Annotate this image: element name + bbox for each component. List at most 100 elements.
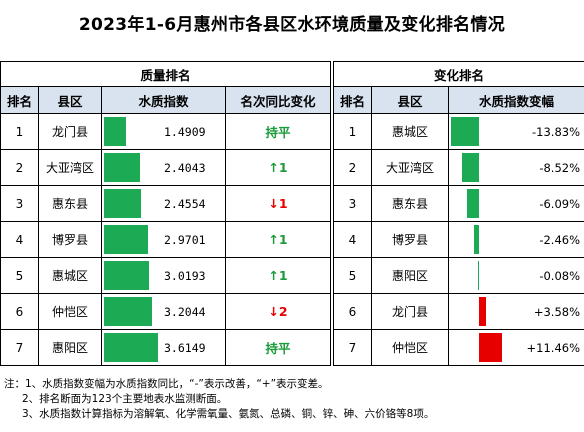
rank-cell: 1 bbox=[0, 113, 39, 150]
index-change-cell: -6.09% bbox=[447, 185, 584, 222]
county-cell: 大亚湾区 bbox=[371, 149, 449, 186]
index-change-cell: -2.46% bbox=[447, 221, 584, 258]
variation-row: 2 大亚湾区 -8.52% bbox=[333, 149, 584, 186]
water-index-bar bbox=[104, 189, 141, 218]
variation-row: 5 惠阳区 -0.08% bbox=[333, 257, 584, 294]
rank-cell: 5 bbox=[333, 257, 372, 294]
quality-row: 5 惠城区 3.0193 ↑1 bbox=[0, 257, 332, 294]
water-index-cell: 2.4043 bbox=[101, 149, 226, 186]
header-rank: 排名 bbox=[333, 86, 372, 114]
county-cell: 博罗县 bbox=[38, 221, 102, 258]
quality-section-title: 质量排名 bbox=[0, 61, 332, 87]
water-index-cell: 3.2044 bbox=[101, 293, 226, 330]
index-change-cell: +3.58% bbox=[447, 293, 584, 330]
header-county: 县区 bbox=[38, 86, 102, 114]
index-change-bar bbox=[461, 153, 479, 182]
water-index-value: 3.2044 bbox=[164, 304, 206, 319]
county-cell: 惠城区 bbox=[38, 257, 102, 294]
water-index-bar bbox=[104, 117, 127, 146]
water-index-cell: 3.6149 bbox=[101, 329, 226, 366]
down-arrow-icon: ↓ bbox=[268, 196, 279, 211]
rank-change-cell: ↓1 bbox=[224, 185, 332, 222]
rank-change-cell: ↑1 bbox=[224, 257, 332, 294]
water-index-bar bbox=[104, 225, 149, 254]
water-index-value: 1.4909 bbox=[164, 124, 206, 139]
rank-change-cell: ↑1 bbox=[224, 221, 332, 258]
index-change-value: -8.52% bbox=[539, 160, 581, 175]
footnote-2: 2、排名断面为123个主要地表水监测断面。 bbox=[22, 393, 228, 405]
index-change-cell: +11.46% bbox=[447, 329, 584, 366]
rank-cell: 5 bbox=[0, 257, 39, 294]
page-title: 2023年1-6月惠州市各县区水环境质量及变化排名情况 bbox=[78, 15, 506, 35]
down-arrow-icon: ↓ bbox=[268, 304, 279, 319]
rank-change-value: 1 bbox=[278, 268, 288, 283]
county-cell: 博罗县 bbox=[371, 221, 449, 258]
water-index-value: 2.4554 bbox=[164, 196, 206, 211]
index-change-bar bbox=[479, 297, 487, 326]
footnote-1: 注：1、水质指数变幅为水质指数同比，“-”表示改善，“+”表示变差。 bbox=[4, 378, 329, 390]
quality-row: 1 龙门县 1.4909 持平 bbox=[0, 113, 332, 150]
header-county: 县区 bbox=[371, 86, 449, 114]
rank-cell: 4 bbox=[333, 221, 372, 258]
rank-change-cell: ↓2 bbox=[224, 293, 332, 330]
quality-row: 3 惠东县 2.4554 ↓1 bbox=[0, 185, 332, 222]
rank-change-value: 1 bbox=[278, 232, 288, 247]
water-index-value: 2.9701 bbox=[164, 232, 206, 247]
header-index-change: 水质指数变幅 bbox=[447, 86, 584, 114]
variation-row: 7 仲恺区 +11.46% bbox=[333, 329, 584, 366]
rank-change-value: 1 bbox=[278, 196, 288, 211]
rank-cell: 7 bbox=[0, 329, 39, 366]
rank-cell: 4 bbox=[0, 221, 39, 258]
rank-cell: 6 bbox=[333, 293, 372, 330]
index-change-value: -6.09% bbox=[539, 196, 581, 211]
rank-cell: 7 bbox=[333, 329, 372, 366]
index-change-bar bbox=[474, 225, 479, 254]
county-cell: 仲恺区 bbox=[371, 329, 449, 366]
water-index-bar bbox=[104, 333, 158, 362]
header-water-index: 水质指数 bbox=[101, 86, 226, 114]
index-change-bar bbox=[466, 189, 479, 218]
water-index-cell: 3.0193 bbox=[101, 257, 226, 294]
rank-change-cell: ↑1 bbox=[224, 149, 332, 186]
index-change-cell: -0.08% bbox=[447, 257, 584, 294]
rank-change-cell: 持平 bbox=[224, 329, 332, 366]
header-rank: 排名 bbox=[0, 86, 39, 114]
variation-ranking-table: 变化排名 排名 县区 水质指数变幅 1 惠城区 -13.83% 2 大亚湾区 -8.52%… bbox=[332, 61, 584, 366]
water-index-cell: 2.9701 bbox=[101, 221, 226, 258]
rank-cell: 3 bbox=[333, 185, 372, 222]
county-cell: 仲恺区 bbox=[38, 293, 102, 330]
quality-ranking-table: 质量排名 排名 县区 水质指数 名次同比变化 1 龙门县 1.4909 持平 2 大亚湾区… bbox=[0, 61, 332, 366]
index-change-bar bbox=[451, 117, 479, 146]
quality-row: 2 大亚湾区 2.4043 ↑1 bbox=[0, 149, 332, 186]
water-index-cell: 2.4554 bbox=[101, 185, 226, 222]
rank-change-value: 持平 bbox=[265, 341, 291, 356]
index-change-bar bbox=[479, 333, 503, 362]
rank-change-value: 持平 bbox=[265, 125, 291, 140]
variation-row: 6 龙门县 +3.58% bbox=[333, 293, 584, 330]
variation-row: 4 博罗县 -2.46% bbox=[333, 221, 584, 258]
index-change-value: -13.83% bbox=[532, 124, 581, 139]
up-arrow-icon: ↑ bbox=[268, 268, 279, 283]
county-cell: 龙门县 bbox=[371, 293, 449, 330]
water-index-value: 2.4043 bbox=[164, 160, 206, 175]
county-cell: 惠阳区 bbox=[371, 257, 449, 294]
rank-cell: 2 bbox=[0, 149, 39, 186]
up-arrow-icon: ↑ bbox=[268, 232, 279, 247]
water-index-value: 3.6149 bbox=[164, 340, 206, 355]
rank-cell: 1 bbox=[333, 113, 372, 150]
index-change-value: +11.46% bbox=[526, 340, 581, 355]
variation-section-title: 变化排名 bbox=[332, 61, 584, 87]
water-index-cell: 1.4909 bbox=[101, 113, 226, 150]
index-change-value: -2.46% bbox=[539, 232, 581, 247]
footnote-3: 3、水质指数计算指标为溶解氧、化学需氧量、氨氮、总磷、铜、锌、砷、六价铬等8项。 bbox=[22, 408, 435, 420]
county-cell: 惠东县 bbox=[371, 185, 449, 222]
water-index-bar bbox=[104, 261, 150, 290]
variation-row: 3 惠东县 -6.09% bbox=[333, 185, 584, 222]
county-cell: 惠城区 bbox=[371, 113, 449, 150]
quality-row: 7 惠阳区 3.6149 持平 bbox=[0, 329, 332, 366]
county-cell: 惠东县 bbox=[38, 185, 102, 222]
county-cell: 大亚湾区 bbox=[38, 149, 102, 186]
quality-row: 6 仲恺区 3.2044 ↓2 bbox=[0, 293, 332, 330]
index-change-cell: -8.52% bbox=[447, 149, 584, 186]
rank-change-value: 1 bbox=[278, 160, 288, 175]
